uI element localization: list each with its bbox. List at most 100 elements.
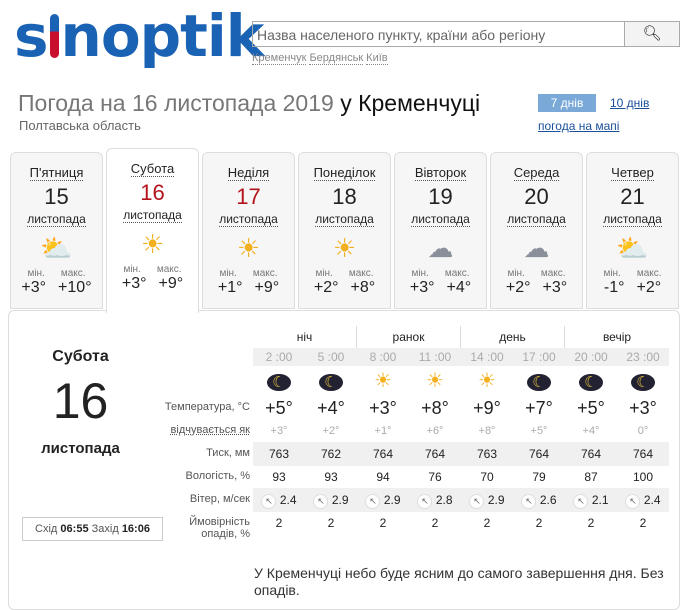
tab-7-days[interactable]: 7 днів xyxy=(538,94,596,112)
sun-icon: ☀ xyxy=(478,370,496,392)
pressure-cell: 764 xyxy=(632,447,654,461)
period-label: вечір xyxy=(602,330,632,344)
day-date: 15 xyxy=(44,184,69,209)
day-tab[interactable]: Середа 20 листопада ☁ мін. макс. +2° +3° xyxy=(490,152,583,309)
min-label: мін. xyxy=(123,264,141,275)
day-date: 21 xyxy=(620,184,645,209)
title-city: у Кременчуці xyxy=(340,90,481,116)
sun-icon: ☀ xyxy=(332,233,357,263)
feels-cell: +5° xyxy=(530,425,548,437)
weather-map-link[interactable]: погода на мапі xyxy=(538,119,620,133)
time-cell: 2 :00 xyxy=(265,350,293,364)
label-feels[interactable]: відчувається як xyxy=(170,424,250,436)
max-label: макс. xyxy=(348,268,374,279)
feels-cell: 0° xyxy=(637,425,649,437)
label-pressure: Тиск, мм xyxy=(206,447,250,459)
day-name: Неділя xyxy=(227,165,270,181)
min-temp: +3° xyxy=(21,279,47,296)
wind-cell: ↖ 2.9 xyxy=(461,488,513,512)
day-month: листопада xyxy=(603,212,662,227)
min-label: мін. xyxy=(27,268,45,279)
feels-cell: +6° xyxy=(426,425,444,437)
precip-cell: 2 xyxy=(327,516,335,530)
time-cell: 23 :00 xyxy=(626,350,660,364)
max-temp: +10° xyxy=(58,279,92,296)
wind-arrow-icon: ↖ xyxy=(417,494,433,509)
wind-cell: ↖ 2.6 xyxy=(513,488,565,512)
sinoptik-logo[interactable]: s noptik xyxy=(14,2,264,70)
day-tab[interactable]: П'ятниця 15 листопада ⛅ мін. макс. +3° +10… xyxy=(10,152,103,309)
min-temp: +1° xyxy=(217,279,243,296)
period-label: день xyxy=(461,326,565,348)
pressure-cell: 764 xyxy=(424,447,446,461)
quick-link[interactable]: Бердянськ xyxy=(309,52,364,65)
temp-cell: +5° xyxy=(265,398,293,418)
day-tab[interactable]: Вівторок 19 листопада ☁ мін. макс. +3° +4° xyxy=(394,152,487,309)
day-tab[interactable]: Понеділок 18 листопада ☀ мін. макс. +2° +8… xyxy=(298,152,391,309)
time-cell: 17 :00 xyxy=(522,350,556,364)
humidity-cell: 100 xyxy=(632,470,654,484)
period-label: ранок xyxy=(357,326,461,348)
label-precip: Ймовірність опадів, % xyxy=(189,516,250,540)
feels-cell: +3° xyxy=(270,425,288,437)
wind-arrow-icon: ↖ xyxy=(573,494,589,509)
day-name: П'ятниця xyxy=(29,165,84,181)
wind-arrow-icon: ↖ xyxy=(625,494,641,509)
precip-cell: 2 xyxy=(587,516,595,530)
page-title: Погода на 16 листопада 2019 у Кременчуці xyxy=(18,90,480,117)
search-button[interactable]: 🔍︎ xyxy=(624,21,680,47)
day-month: листопада xyxy=(507,212,566,227)
temp-cell: +9° xyxy=(473,398,501,418)
pressure-cell: 762 xyxy=(320,447,342,461)
max-temp: +9° xyxy=(254,279,280,296)
max-label: макс. xyxy=(156,264,182,275)
min-temp: +2° xyxy=(505,279,531,296)
moon-icon: ☾ xyxy=(617,366,669,396)
min-label: мін. xyxy=(507,268,525,279)
max-label: макс. xyxy=(636,268,662,279)
search-icon: 🔍︎ xyxy=(642,25,662,42)
quick-link[interactable]: Кременчук xyxy=(252,52,307,65)
day-month: листопада xyxy=(315,212,374,227)
moon-icon: ☾ xyxy=(565,366,617,396)
sun-times: Схід 06:55 Захід 16:06 xyxy=(22,517,163,541)
max-temp: +2° xyxy=(636,279,662,296)
sun-icon: ☀ xyxy=(374,370,392,392)
label-temp: Температура, °C xyxy=(164,401,250,413)
title-date: Погода на 16 листопада 2019 xyxy=(18,90,334,116)
day-name: Субота xyxy=(130,161,175,177)
wind-cell: ↖ 2.9 xyxy=(305,488,357,512)
sun-cloud-icon: ⛅ xyxy=(616,233,649,263)
max-temp: +9° xyxy=(158,275,184,292)
day-month: листопада xyxy=(411,212,470,227)
max-label: макс. xyxy=(540,268,566,279)
min-temp: +3° xyxy=(409,279,435,296)
wind-cell: ↖ 2.4 xyxy=(617,488,669,512)
humidity-cell: 79 xyxy=(532,470,546,484)
day-date: 18 xyxy=(332,184,357,209)
search-input[interactable]: Назва населеного пункту, країни або регі… xyxy=(252,21,624,47)
feels-cell: +2° xyxy=(322,425,340,437)
min-label: мін. xyxy=(219,268,237,279)
wind-cell: ↖ 2.9 xyxy=(357,488,409,512)
temp-cell: +4° xyxy=(317,398,345,418)
label-humidity: Вологість, % xyxy=(185,470,251,482)
detail-month: листопада xyxy=(41,440,120,457)
temp-cell: +7° xyxy=(525,398,553,418)
day-tab[interactable]: Четвер 21 листопада ⛅ мін. макс. -1° +2° xyxy=(586,152,679,309)
day-name: Четвер xyxy=(611,165,654,181)
quick-link[interactable]: Київ xyxy=(366,52,388,65)
wind-arrow-icon: ↖ xyxy=(313,494,329,509)
sun-icon: ☀ xyxy=(236,233,261,263)
sun-cloud-icon: ⛅ xyxy=(40,233,73,263)
max-temp: +8° xyxy=(350,279,376,296)
day-month: листопада xyxy=(27,212,86,227)
day-tab[interactable]: Субота 16 листопада ☀ мін. макс. +3° +9° xyxy=(106,148,199,313)
day-tab[interactable]: Неділя 17 листопада ☀ мін. макс. +1° +9° xyxy=(202,152,295,309)
feels-cell: +8° xyxy=(478,425,496,437)
sun-icon: ☀ xyxy=(426,370,444,392)
detail-date: 16 xyxy=(52,373,109,429)
min-temp: +3° xyxy=(121,275,147,292)
wind-cell: ↖ 2.4 xyxy=(253,488,305,512)
tab-10-days[interactable]: 10 днів xyxy=(610,96,650,110)
